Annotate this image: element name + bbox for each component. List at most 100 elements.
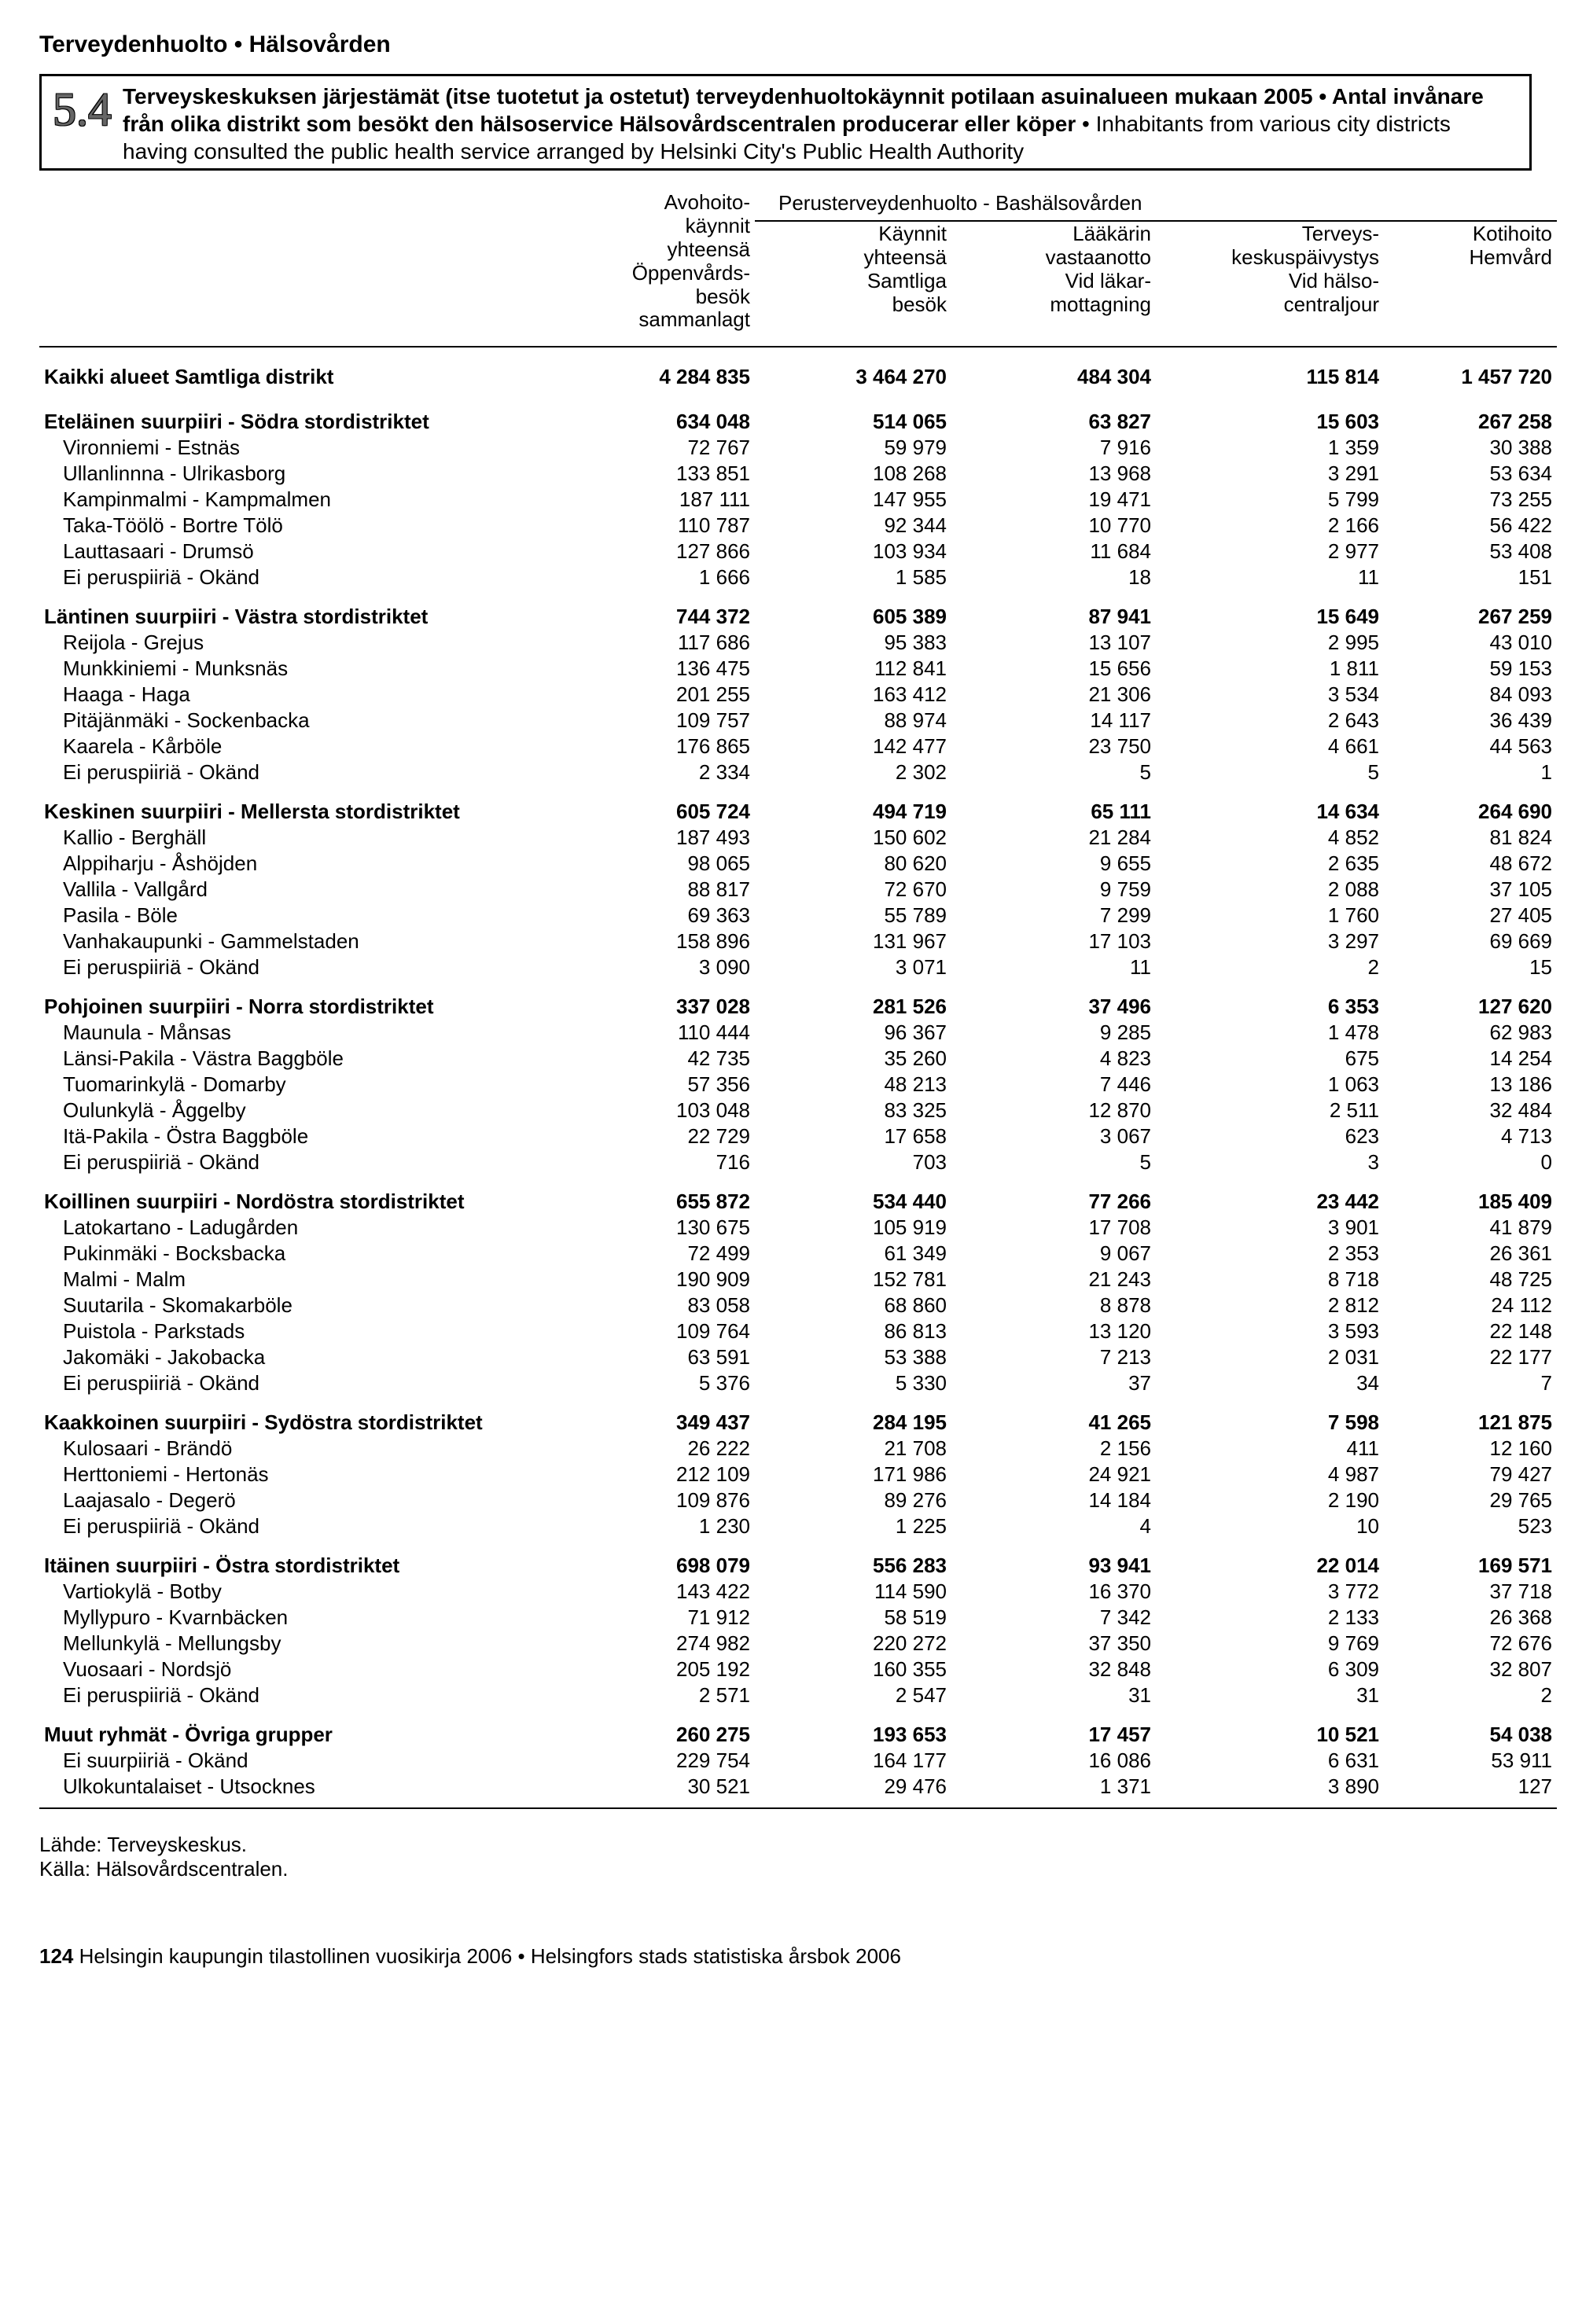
cell: 112 841 (755, 656, 951, 682)
cell: 26 222 (558, 1436, 755, 1462)
cell: 7 213 (951, 1344, 1156, 1370)
cell: 2 133 (1156, 1605, 1384, 1631)
row-label: Ei peruspiiriä - Okänd (39, 954, 558, 980)
cell: 89 276 (755, 1487, 951, 1513)
cell: 14 184 (951, 1487, 1156, 1513)
cell: 176 865 (558, 734, 755, 759)
row-label: Maunula - Månsas (39, 1020, 558, 1046)
cell: 130 675 (558, 1215, 755, 1241)
cell: 17 457 (951, 1708, 1156, 1748)
cell: 88 817 (558, 877, 755, 903)
cell: 103 934 (755, 539, 951, 564)
row-label: Kaakkoinen suurpiiri - Sydöstra stordist… (39, 1396, 558, 1436)
cell: 655 872 (558, 1175, 755, 1215)
row-label: Muut ryhmät - Övriga grupper (39, 1708, 558, 1748)
cell: 3 772 (1156, 1579, 1384, 1605)
cell: 11 (951, 954, 1156, 980)
cell: 72 499 (558, 1241, 755, 1267)
row-label: Ei peruspiiriä - Okänd (39, 1682, 558, 1708)
cell: 10 (1156, 1513, 1384, 1539)
cell: 87 941 (951, 590, 1156, 630)
cell: 605 724 (558, 785, 755, 825)
cell: 187 111 (558, 487, 755, 513)
cell: 8 718 (1156, 1267, 1384, 1293)
col-header: Lääkärin vastaanotto Vid läkar- mottagni… (951, 221, 1156, 336)
cell: 5 376 (558, 1370, 755, 1396)
cell: 37 718 (1384, 1579, 1557, 1605)
cell: 229 754 (558, 1748, 755, 1774)
row-label: Pitäjänmäki - Sockenbacka (39, 708, 558, 734)
cell: 744 372 (558, 590, 755, 630)
cell: 4 661 (1156, 734, 1384, 759)
cell: 65 111 (951, 785, 1156, 825)
cell: 7 446 (951, 1072, 1156, 1098)
cell: 63 827 (951, 395, 1156, 435)
cell: 105 919 (755, 1215, 951, 1241)
cell: 5 (951, 759, 1156, 785)
cell: 26 368 (1384, 1605, 1557, 1631)
cell: 284 195 (755, 1396, 951, 1436)
cell: 108 268 (755, 461, 951, 487)
cell: 11 (1156, 564, 1384, 590)
title-box: 5.4 Terveyskeskuksen järjestämät (itse t… (39, 74, 1532, 171)
cell: 109 757 (558, 708, 755, 734)
cell: 88 974 (755, 708, 951, 734)
cell: 21 243 (951, 1267, 1156, 1293)
cell: 9 655 (951, 851, 1156, 877)
cell: 4 284 835 (558, 347, 755, 395)
cell: 17 658 (755, 1123, 951, 1149)
cell: 32 848 (951, 1657, 1156, 1682)
row-label: Oulunkylä - Åggelby (39, 1098, 558, 1123)
cell: 11 684 (951, 539, 1156, 564)
cell: 117 686 (558, 630, 755, 656)
cell: 9 067 (951, 1241, 1156, 1267)
cell: 3 090 (558, 954, 755, 980)
cell: 2 334 (558, 759, 755, 785)
cell: 71 912 (558, 1605, 755, 1631)
row-label: Ei peruspiiriä - Okänd (39, 1149, 558, 1175)
cell: 164 177 (755, 1748, 951, 1774)
row-label: Reijola - Grejus (39, 630, 558, 656)
cell: 4 (951, 1513, 1156, 1539)
cell: 5 799 (1156, 487, 1384, 513)
cell: 68 860 (755, 1293, 951, 1318)
cell: 69 669 (1384, 928, 1557, 954)
row-label: Jakomäki - Jakobacka (39, 1344, 558, 1370)
cell: 22 729 (558, 1123, 755, 1149)
cell: 3 067 (951, 1123, 1156, 1149)
row-label: Ulkokuntalaiset - Utsocknes (39, 1774, 558, 1800)
page-number: 124 (39, 1944, 73, 1968)
cell: 21 306 (951, 682, 1156, 708)
cell: 121 875 (1384, 1396, 1557, 1436)
cell: 24 921 (951, 1462, 1156, 1487)
cell: 43 010 (1384, 630, 1557, 656)
cell: 32 807 (1384, 1657, 1557, 1682)
cell: 3 901 (1156, 1215, 1384, 1241)
cell: 151 (1384, 564, 1557, 590)
cell: 53 911 (1384, 1748, 1557, 1774)
cell: 7 598 (1156, 1396, 1384, 1436)
cell: 29 765 (1384, 1487, 1557, 1513)
source-fi: Lähde: Terveyskeskus. (39, 1833, 1532, 1857)
cell: 7 299 (951, 903, 1156, 928)
row-label: Itäinen suurpiiri - Östra stordistriktet (39, 1539, 558, 1579)
cell: 220 272 (755, 1631, 951, 1657)
cell: 2 511 (1156, 1098, 1384, 1123)
cell: 114 590 (755, 1579, 951, 1605)
row-label: Malmi - Malm (39, 1267, 558, 1293)
row-label: Munkkiniemi - Munksnäs (39, 656, 558, 682)
cell: 142 477 (755, 734, 951, 759)
cell: 37 496 (951, 980, 1156, 1020)
cell: 58 519 (755, 1605, 951, 1631)
cell: 48 213 (755, 1072, 951, 1098)
cell: 109 764 (558, 1318, 755, 1344)
section-number: 5.4 (48, 83, 123, 133)
cell: 62 983 (1384, 1020, 1557, 1046)
cell: 6 353 (1156, 980, 1384, 1020)
row-label: Ei peruspiiriä - Okänd (39, 1513, 558, 1539)
cell: 2 166 (1156, 513, 1384, 539)
cell: 163 412 (755, 682, 951, 708)
cell: 9 285 (951, 1020, 1156, 1046)
cell: 2 (1384, 1682, 1557, 1708)
cell: 6 631 (1156, 1748, 1384, 1774)
